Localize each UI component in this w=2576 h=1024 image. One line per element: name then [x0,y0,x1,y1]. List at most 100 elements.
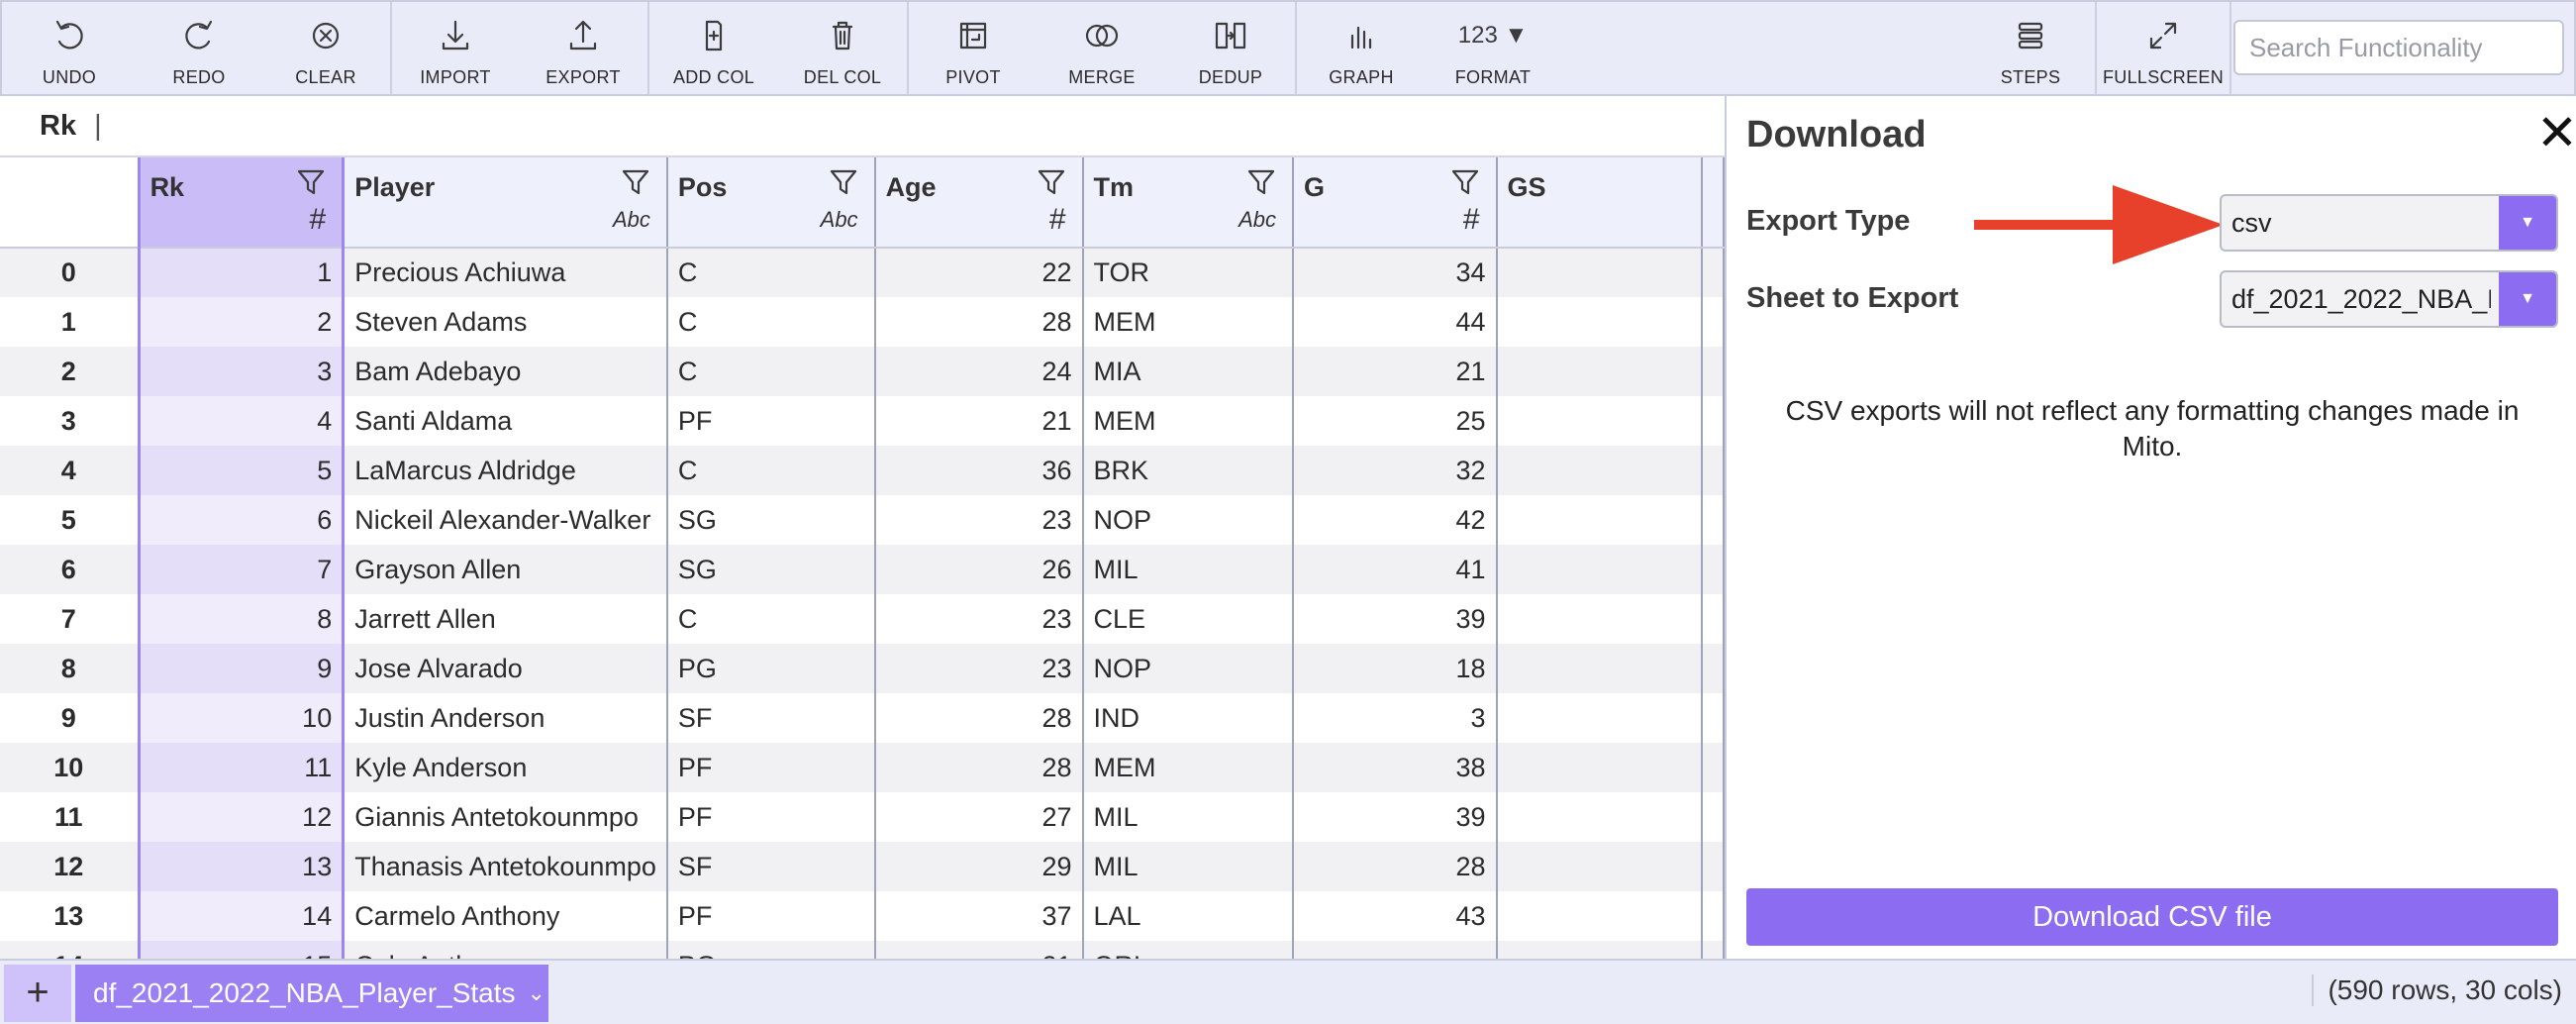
merge-button[interactable]: MERGE [1038,2,1166,94]
search-functionality-input[interactable] [2233,20,2564,75]
undo-button[interactable]: UNDO [2,2,137,94]
cell-rk[interactable]: 6 [137,495,346,545]
cell-tm[interactable]: TOR [1082,248,1295,297]
cell-player[interactable]: Santi Aldama [343,396,668,446]
cell-age[interactable]: 22 [874,248,1084,297]
cell-tm[interactable]: LAL [1082,891,1295,941]
column-header-player[interactable]: Player Abc [343,157,668,249]
cell-rk[interactable]: 12 [137,792,346,842]
cell-tm[interactable]: MEM [1082,396,1295,446]
cell-pos[interactable]: PF [666,396,876,446]
column-header-rk[interactable]: Rk # [137,157,346,249]
cell-player[interactable]: Precious Achiuwa [343,248,668,297]
cell-player[interactable]: Nickeil Alexander-Walker [343,495,668,545]
dedup-button[interactable]: DEDUP [1166,2,1295,94]
cell-rk[interactable]: 1 [137,248,346,297]
add-col-button[interactable]: ADD COL [649,2,778,94]
cell-g[interactable]: 18 [1293,644,1498,693]
cell-rk[interactable]: 11 [137,743,346,792]
cell-tm[interactable]: CLE [1082,594,1295,644]
cell-tm[interactable]: MIL [1082,792,1295,842]
cell-tm[interactable]: NOP [1082,495,1295,545]
steps-button[interactable]: STEPS [1966,2,2095,94]
column-header-pos[interactable]: Pos Abc [666,157,876,249]
cell-age[interactable]: 28 [874,743,1084,792]
cell-pos[interactable]: SF [666,693,876,743]
cell-gs[interactable] [1496,743,1704,792]
cell-tm[interactable]: ORL [1082,941,1295,959]
filter-icon[interactable] [1450,167,1480,197]
cell-age[interactable]: 28 [874,693,1084,743]
cell-rk[interactable]: 7 [137,545,346,594]
add-sheet-button[interactable]: + [4,965,71,1022]
cell-gs[interactable] [1496,644,1704,693]
filter-icon[interactable] [1246,167,1276,197]
cell-gs[interactable] [1496,347,1704,396]
row-index[interactable]: 2 [0,347,140,396]
cell-pos[interactable]: PF [666,792,876,842]
import-button[interactable]: IMPORT [392,2,519,94]
cell-g[interactable]: 39 [1293,792,1498,842]
cell-gs[interactable] [1496,545,1704,594]
sheet-to-export-select[interactable]: df_2021_2022_NBA_Player_Stats ▼ [2220,270,2558,328]
cell-rk[interactable]: 14 [137,891,346,941]
cell-gs[interactable] [1496,297,1704,347]
filter-icon[interactable] [621,167,650,197]
export-type-select[interactable]: csv ▼ [2220,194,2558,252]
cell-gs[interactable] [1496,495,1704,545]
cell-pos[interactable]: PF [666,743,876,792]
cell-player[interactable]: Bam Adebayo [343,347,668,396]
cell-pos[interactable]: SF [666,842,876,891]
filter-icon[interactable] [829,167,858,197]
row-index[interactable]: 0 [0,248,140,297]
cell-player[interactable]: Steven Adams [343,297,668,347]
fullscreen-button[interactable]: FULLSCREEN [2097,2,2229,94]
cell-pos[interactable]: C [666,594,876,644]
cell-age[interactable]: 28 [874,297,1084,347]
row-index[interactable]: 13 [0,891,140,941]
cell-tm[interactable]: MIL [1082,842,1295,891]
cell-player[interactable]: Justin Anderson [343,693,668,743]
cell-player[interactable]: Jose Alvarado [343,644,668,693]
cell-g[interactable]: 43 [1293,891,1498,941]
row-index[interactable]: 3 [0,396,140,446]
cell-age[interactable]: 21 [874,941,1084,959]
row-index[interactable]: 11 [0,792,140,842]
cell-player[interactable]: Thanasis Antetokounmpo [343,842,668,891]
cell-g[interactable]: 38 [1293,743,1498,792]
cell-tm[interactable]: NOP [1082,644,1295,693]
cell-tm[interactable]: IND [1082,693,1295,743]
cell-age[interactable]: 26 [874,545,1084,594]
cell-pos[interactable]: PG [666,644,876,693]
cell-gs[interactable] [1496,842,1704,891]
cell-player[interactable]: Giannis Antetokounmpo [343,792,668,842]
cell-g[interactable]: 34 [1293,248,1498,297]
close-icon[interactable]: ✕ [2536,105,2576,160]
row-index[interactable]: 4 [0,446,140,495]
cell-tm[interactable]: MIL [1082,545,1295,594]
cell-rk[interactable]: 2 [137,297,346,347]
filter-icon[interactable] [1037,167,1066,197]
cell-age[interactable]: 21 [874,396,1084,446]
cell-rk[interactable]: 9 [137,644,346,693]
format-button[interactable]: 123 ▼ FORMAT [1426,2,1560,94]
row-index[interactable]: 9 [0,693,140,743]
cell-age[interactable]: 36 [874,446,1084,495]
cell-pos[interactable]: C [666,248,876,297]
cell-gs[interactable] [1496,891,1704,941]
export-button[interactable]: EXPORT [519,2,647,94]
formula-bar[interactable]: Rk | [0,96,1725,157]
cell-pos[interactable]: C [666,446,876,495]
cell-rk[interactable]: 15 [137,941,346,959]
cell-g[interactable]: 28 [1293,842,1498,891]
cell-age[interactable]: 29 [874,842,1084,891]
cell-gs[interactable] [1496,792,1704,842]
cell-player[interactable]: Jarrett Allen [343,594,668,644]
cell-gs[interactable] [1496,396,1704,446]
cell-rk[interactable]: 3 [137,347,346,396]
column-header-tm[interactable]: Tm Abc [1082,157,1295,249]
cell-rk[interactable]: 10 [137,693,346,743]
cell-gs[interactable] [1496,446,1704,495]
cell-rk[interactable]: 13 [137,842,346,891]
cell-pos[interactable]: C [666,297,876,347]
